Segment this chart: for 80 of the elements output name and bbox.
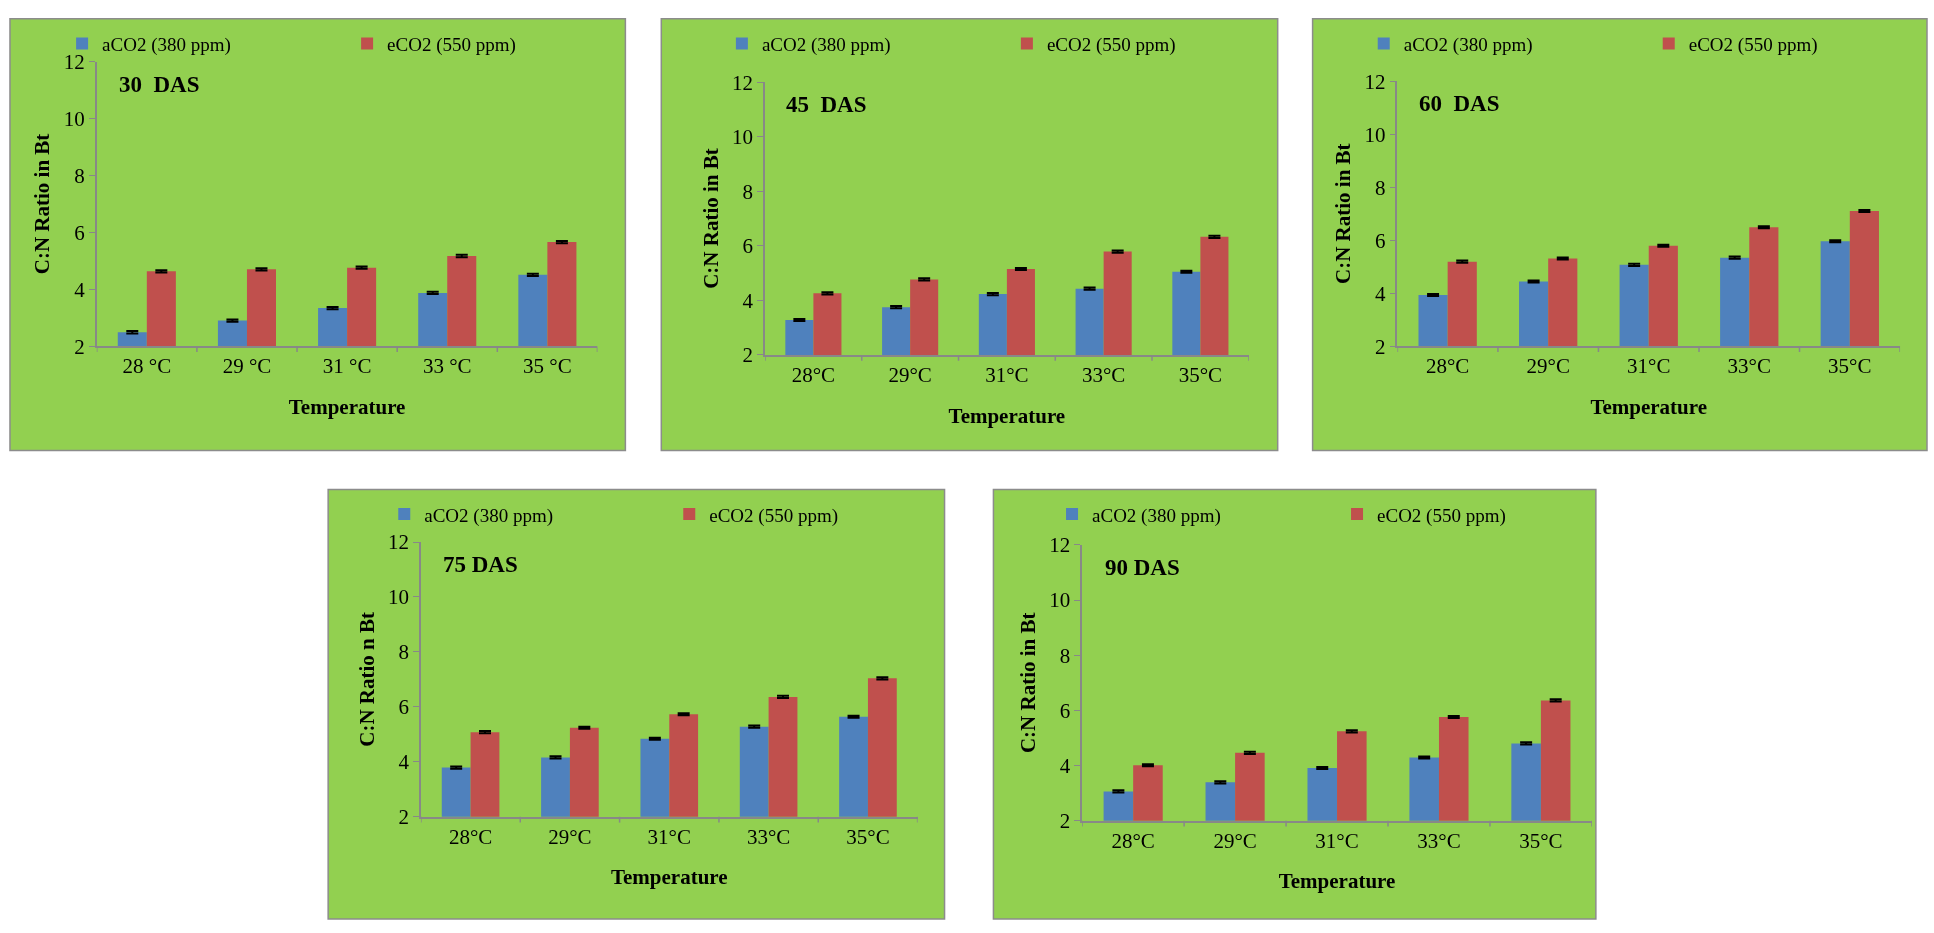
x-tick-label: 31°C [1627, 354, 1671, 379]
y-tick-label: 6 [742, 234, 754, 259]
y-tick-label: 10 [63, 106, 85, 131]
y-tick-label: 10 [732, 125, 754, 150]
y-axis-title: C:N Ratio in Bt [698, 148, 723, 289]
chart-title: 75 DAS [443, 552, 518, 577]
x-tick-label: 31°C [647, 824, 691, 849]
x-tick-label: 31 °C [322, 354, 372, 379]
y-tick-label: 4 [1059, 753, 1071, 778]
y-tick-label: 10 [1364, 122, 1386, 147]
y-axis-title: C:N Ratio in Bt [1331, 143, 1356, 284]
y-tick-label: 2 [742, 343, 754, 368]
y-tick-label: 2 [398, 805, 409, 830]
x-tick-label: 33°C [1081, 362, 1126, 387]
chart-title: 30 DAS [119, 72, 200, 97]
x-axis-title: Temperature [610, 865, 728, 890]
legend-label: eCO2 (550 ppm) [387, 33, 516, 56]
chart-title: 45 DAS [786, 92, 867, 117]
legend-label: aCO2 (380 ppm) [102, 33, 231, 56]
x-tick-label: 35 °C [523, 354, 572, 379]
x-tick-label: 29°C [1213, 828, 1257, 853]
legend-label: eCO2 (550 ppm) [1046, 33, 1176, 56]
y-tick-label: 8 [74, 163, 85, 188]
x-tick-label: 33 °C [422, 354, 472, 379]
x-tick-label: 35°C [1519, 828, 1563, 853]
y-tick-label: 4 [1374, 281, 1386, 306]
x-tick-label: 29°C [1526, 354, 1570, 379]
y-axis-title: C:N Ratio in Bt [30, 133, 55, 275]
y-tick-label: 4 [742, 288, 754, 313]
y-axis-title: C:N Ratio in Bt [1015, 612, 1040, 754]
x-axis-title: Temperature [1590, 394, 1708, 419]
x-tick-label: 29 °C [222, 354, 272, 379]
y-tick-label: 4 [398, 750, 410, 775]
legend-label: aCO2 (380 ppm) [761, 33, 891, 56]
x-tick-label: 28 °C [122, 354, 172, 379]
x-axis-title: Temperature [1278, 869, 1396, 894]
y-tick-label: 8 [742, 179, 754, 204]
y-tick-label: 10 [387, 585, 409, 610]
x-tick-label: 28°C [1111, 828, 1155, 853]
y-tick-label: 8 [1374, 175, 1386, 200]
y-tick-label: 8 [1059, 643, 1071, 668]
y-tick-label: 12 [1049, 533, 1071, 558]
legend-label: eCO2 (550 ppm) [709, 504, 839, 527]
y-tick-label: 2 [1059, 809, 1071, 833]
x-tick-label: 33°C [1727, 354, 1771, 379]
y-tick-label: 10 [1049, 588, 1071, 613]
y-tick-label: 12 [732, 70, 754, 95]
y-axis-title: C:N Ratio n Bt [354, 612, 379, 747]
x-tick-label: 31°C [1315, 828, 1359, 853]
x-tick-label: 31°C [985, 362, 1029, 387]
y-tick-label: 4 [74, 277, 86, 302]
chart-title: 60 DAS [1419, 91, 1500, 116]
x-axis-title: Temperature [948, 403, 1066, 428]
legend-label: aCO2 (380 ppm) [1403, 33, 1533, 56]
y-tick-label: 12 [63, 50, 85, 75]
x-tick-label: 28°C [1425, 354, 1470, 379]
x-axis-title: Temperature [288, 394, 406, 419]
x-tick-label: 28°C [448, 824, 493, 849]
chart-title: 90 DAS [1105, 555, 1180, 580]
x-tick-label: 35°C [1828, 354, 1872, 379]
y-tick-label: 12 [387, 530, 409, 555]
y-tick-label: 8 [398, 640, 409, 665]
y-tick-label: 6 [1059, 698, 1071, 723]
y-tick-label: 2 [74, 334, 85, 359]
y-tick-label: 2 [1374, 334, 1386, 359]
x-tick-label: 35°C [1178, 362, 1223, 387]
x-tick-label: 29°C [888, 362, 932, 387]
y-tick-label: 6 [398, 695, 409, 720]
y-tick-label: 6 [1374, 228, 1386, 253]
legend-label: aCO2 (380 ppm) [1092, 504, 1221, 527]
legend-label: eCO2 (550 ppm) [1377, 504, 1506, 527]
y-tick-label: 6 [74, 220, 85, 245]
y-tick-label: 12 [1364, 69, 1386, 94]
x-tick-label: 28°C [791, 362, 836, 387]
x-tick-label: 33°C [1417, 828, 1461, 853]
x-tick-label: 29°C [548, 824, 592, 849]
x-tick-label: 35°C [846, 824, 890, 849]
legend-label: eCO2 (550 ppm) [1688, 33, 1818, 56]
x-tick-label: 33°C [746, 824, 791, 849]
legend-label: aCO2 (380 ppm) [424, 504, 554, 527]
